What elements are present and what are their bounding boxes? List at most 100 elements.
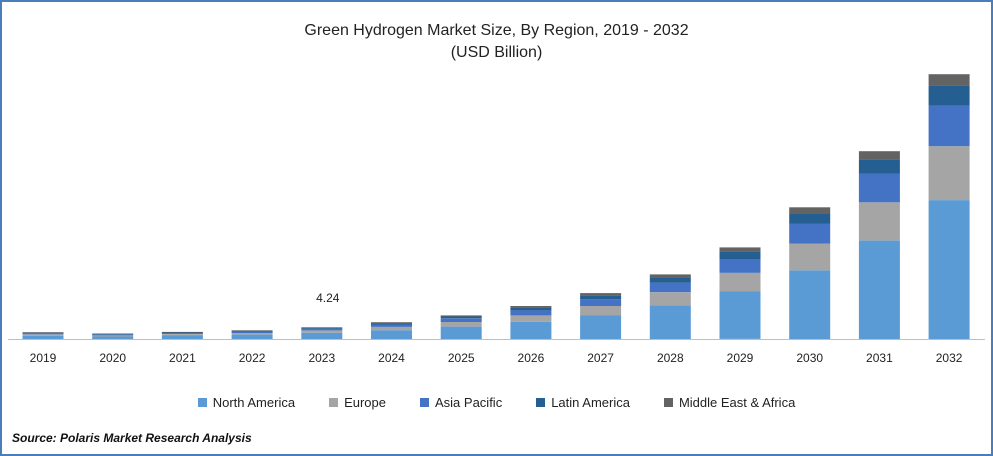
- x-tick-label: 2030: [796, 351, 823, 365]
- bar-2022-asia-pacific: [231, 331, 273, 333]
- legend-item: Europe: [329, 395, 386, 410]
- bar-2031-latin-america: [858, 159, 900, 174]
- chart-plot-area: 2019 2020 2021 2022 2023 2024 2025 2026 2027 2028…: [8, 74, 985, 365]
- legend-swatch: [663, 398, 673, 407]
- bar-2031-north-america: [858, 240, 900, 339]
- chart-title: Green Hydrogen Market Size, By Region, 2…: [304, 22, 689, 39]
- bar-2020-asia-pacific: [92, 334, 134, 336]
- data-label-annotation: 4.24: [316, 291, 340, 305]
- bar-2030-asia-pacific: [789, 223, 831, 244]
- legend-item: Latin America: [536, 395, 630, 410]
- bar-2030-latin-america: [789, 213, 831, 224]
- legend-item: North America: [197, 395, 296, 410]
- bar-2024-asia-pacific: [371, 324, 412, 327]
- legend-item: Asia Pacific: [420, 395, 502, 410]
- bar-2023-north-america: [301, 332, 343, 339]
- bar-2029-latin-america: [719, 251, 761, 259]
- bar-2023-asia-pacific: [301, 328, 343, 331]
- bar-2027-latin-america: [580, 295, 622, 300]
- legend-label: Europe: [344, 395, 386, 410]
- bar-2026-europe: [510, 315, 552, 322]
- x-tick-label: 2021: [169, 351, 196, 365]
- bar-2031-asia-pacific: [858, 173, 900, 203]
- legend-item: Middle East & Africa: [663, 395, 796, 410]
- bar-2022-north-america: [231, 334, 273, 339]
- legend-swatch: [420, 398, 429, 407]
- bar-2027-asia-pacific: [580, 299, 622, 306]
- bar-2026-latin-america: [510, 307, 552, 311]
- legend-label: Middle East & Africa: [678, 395, 796, 410]
- bar-2031-middle-east-africa: [858, 151, 900, 160]
- bar-2032-north-america: [928, 200, 970, 339]
- bar-2029-north-america: [719, 291, 761, 339]
- bar-2028-latin-america: [649, 277, 691, 283]
- bar-2026-north-america: [510, 321, 552, 339]
- chart-legend: North America Europe Asia Pacific Latin Ame…: [2, 395, 991, 410]
- bar-2024-latin-america: [371, 323, 412, 325]
- bar-2032-asia-pacific: [928, 105, 970, 147]
- bar-2021-latin-america: [161, 332, 203, 333]
- bar-2019-asia-pacific: [22, 333, 64, 335]
- bar-2025-asia-pacific: [440, 318, 482, 322]
- bar-2020-middle-east-africa: [92, 333, 134, 335]
- bar-2023-middle-east-africa: [301, 327, 343, 328]
- bar-2030-north-america: [789, 270, 831, 340]
- x-tick-label: 2031: [866, 351, 893, 365]
- bar-2023-europe: [301, 330, 343, 333]
- bar-2026-middle-east-africa: [510, 306, 552, 308]
- bar-2027-north-america: [580, 315, 622, 339]
- x-tick-label: 2027: [587, 351, 614, 365]
- bar-2032-latin-america: [928, 85, 970, 106]
- bar-2025-latin-america: [440, 316, 482, 319]
- bar-2030-middle-east-africa: [789, 207, 831, 214]
- x-tick-label: 2025: [448, 351, 475, 365]
- x-tick-label: 2029: [727, 351, 754, 365]
- legend-label: Asia Pacific: [435, 395, 503, 410]
- bar-2028-middle-east-africa: [649, 274, 691, 278]
- bar-2031-europe: [858, 202, 900, 241]
- bar-2028-asia-pacific: [649, 282, 691, 293]
- bar-2028-europe: [649, 292, 691, 306]
- x-tick-label: 2023: [308, 351, 335, 365]
- bar-2019-middle-east-africa: [22, 332, 64, 333]
- bar-2020-europe: [92, 335, 134, 337]
- bar-2027-europe: [580, 306, 622, 316]
- x-tick-label: 2026: [518, 351, 545, 365]
- bar-2024-europe: [371, 326, 412, 331]
- bar-2024-middle-east-africa: [371, 322, 412, 323]
- source-note: Source: Polaris Market Research Analysis: [12, 431, 252, 445]
- legend-label: North America: [212, 395, 296, 410]
- legend-label: Latin America: [551, 395, 630, 410]
- bar-2026-asia-pacific: [510, 310, 552, 316]
- bar-2021-asia-pacific: [161, 332, 203, 334]
- bar-2022-middle-east-africa: [231, 330, 273, 331]
- x-tick-label: 2022: [239, 351, 266, 365]
- bar-2025-europe: [440, 321, 482, 327]
- x-tick-label: 2020: [99, 351, 126, 365]
- bar-2019-north-america: [22, 335, 64, 339]
- bar-2021-north-america: [161, 335, 203, 339]
- bar-2025-north-america: [440, 326, 482, 339]
- x-tick-label: 2019: [30, 351, 57, 365]
- bar-2027-middle-east-africa: [580, 293, 622, 296]
- chart-subtitle: (USD Billion): [450, 44, 543, 61]
- bar-2028-north-america: [649, 305, 691, 339]
- bar-2021-europe: [161, 334, 203, 336]
- bar-2019-latin-america: [22, 332, 64, 334]
- bar-2029-asia-pacific: [719, 259, 761, 273]
- bar-2022-europe: [231, 332, 273, 335]
- bar-2020-north-america: [92, 336, 134, 339]
- bar-2032-middle-east-africa: [928, 74, 970, 86]
- bar-2021-middle-east-africa: [161, 331, 203, 333]
- bar-2020-latin-america: [92, 334, 134, 335]
- bar-2032-europe: [928, 146, 970, 201]
- bar-2019-europe: [22, 334, 64, 336]
- bar-2029-middle-east-africa: [719, 247, 761, 252]
- x-tick-label: 2028: [657, 351, 684, 365]
- bar-2030-europe: [789, 243, 831, 271]
- bar-2023-latin-america: [301, 328, 343, 329]
- bar-2024-north-america: [371, 330, 412, 339]
- bar-2022-latin-america: [231, 330, 273, 332]
- legend-swatch: [197, 398, 207, 407]
